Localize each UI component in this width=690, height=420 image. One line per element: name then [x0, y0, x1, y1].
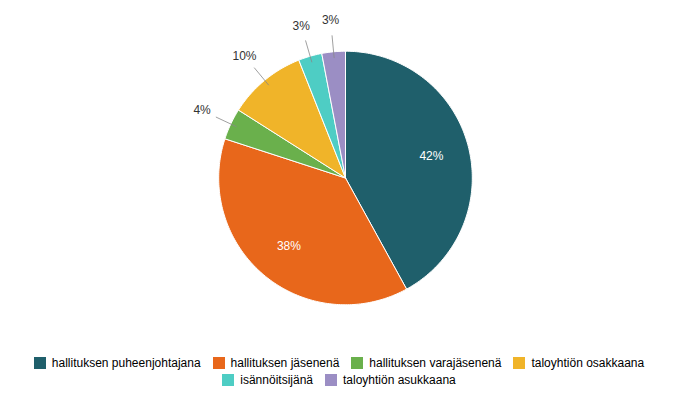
svg-text:3%: 3% [322, 13, 340, 27]
html-text:taloyhtiön asukkaana: taloyhtiön asukkaana [343, 372, 456, 387]
svg-text:4%: 4% [193, 103, 211, 117]
html-text:isännöitsijänä: isännöitsijänä [240, 372, 313, 387]
html-text:taloyhtiön osakkaana: taloyhtiön osakkaana [531, 356, 645, 371]
svg-text:38%: 38% [277, 239, 301, 253]
svg-text:3%: 3% [293, 19, 311, 33]
html-text:hallituksen varajäsenenä: hallituksen varajäsenenä [369, 356, 502, 371]
svg-text:10%: 10% [232, 49, 256, 63]
html-text:hallituksen puheenjohtajana: hallituksen puheenjohtajana [51, 356, 201, 371]
html-text:hallituksen jäsenenä: hallituksen jäsenenä [230, 356, 340, 371]
svg-text:42%: 42% [419, 149, 443, 163]
